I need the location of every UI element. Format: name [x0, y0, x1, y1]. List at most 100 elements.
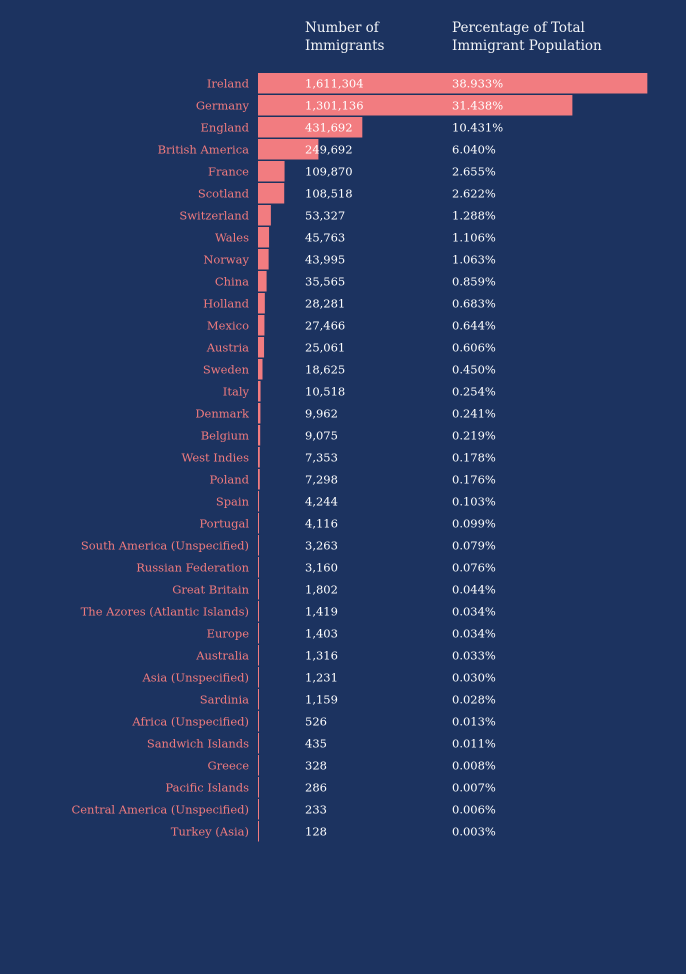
category-label: Europe	[207, 626, 250, 640]
percentage-label: 0.007%	[452, 780, 496, 794]
category-label: South America (Unspecified)	[81, 538, 249, 552]
percentage-label: 1.288%	[452, 208, 496, 222]
percentage-label: 0.008%	[452, 758, 496, 772]
bar-19	[258, 491, 260, 512]
category-label: British America	[158, 142, 250, 156]
bar-15	[258, 403, 261, 424]
count-label: 1,301,136	[305, 98, 364, 112]
bar-34	[258, 821, 259, 842]
bar-31	[258, 755, 259, 776]
bar-1	[258, 95, 573, 116]
category-label: Denmark	[195, 406, 250, 420]
count-label: 53,327	[305, 208, 345, 222]
percentage-label: 0.033%	[452, 648, 496, 662]
category-label: Spain	[216, 494, 250, 508]
percentage-label: 31.438%	[452, 98, 503, 112]
count-label: 1,419	[305, 604, 338, 618]
percentage-label: 0.099%	[452, 516, 496, 530]
count-label: 1,403	[305, 626, 338, 640]
count-column-header: Number of Immigrants	[305, 20, 385, 54]
bar-4	[258, 161, 285, 182]
percentage-label: 0.034%	[452, 626, 496, 640]
category-label: Portugal	[199, 516, 249, 530]
count-label: 108,518	[305, 186, 353, 200]
percentage-label: 0.003%	[452, 824, 496, 838]
bar-0	[258, 73, 648, 94]
percentage-label: 0.254%	[452, 384, 496, 398]
bar-9	[258, 271, 267, 292]
percentage-label: 0.011%	[452, 736, 496, 750]
bar-29	[258, 711, 259, 732]
percentage-label: 0.241%	[452, 406, 496, 420]
category-label: Russian Federation	[136, 560, 249, 574]
category-label: Austria	[206, 340, 249, 354]
count-label: 3,263	[305, 538, 338, 552]
percentage-label: 0.178%	[452, 450, 496, 464]
percentage-label: 0.683%	[452, 296, 496, 310]
category-label: Switzerland	[179, 208, 249, 222]
percentage-label: 0.030%	[452, 670, 496, 684]
percentage-label: 0.076%	[452, 560, 496, 574]
category-label: Great Britain	[172, 582, 249, 596]
category-label: Asia (Unspecified)	[142, 670, 250, 684]
percentage-label: 0.079%	[452, 538, 496, 552]
bar-21	[258, 535, 259, 556]
bar-8	[258, 249, 269, 270]
category-label: Greece	[207, 758, 249, 772]
category-label: Wales	[215, 230, 249, 244]
count-label: 4,116	[305, 516, 338, 530]
bar-30	[258, 733, 259, 754]
percentage-label: 0.176%	[452, 472, 496, 486]
category-label: Scotland	[198, 186, 250, 200]
count-label: 7,298	[305, 472, 338, 486]
category-label: England	[201, 120, 250, 134]
count-label: 1,159	[305, 692, 338, 706]
bar-11	[258, 315, 265, 336]
category-label: Poland	[210, 472, 250, 486]
bar-7	[258, 227, 270, 248]
category-label: Italy	[223, 384, 250, 398]
category-label: Australia	[195, 648, 249, 662]
count-label: 7,353	[305, 450, 338, 464]
category-label: Sweden	[203, 362, 250, 376]
percentage-label: 0.044%	[452, 582, 496, 596]
count-label: 109,870	[305, 164, 353, 178]
bar-10	[258, 293, 265, 314]
count-label: 328	[305, 758, 327, 772]
bar-32	[258, 777, 259, 798]
category-label: Norway	[203, 252, 249, 266]
category-label: The Azores (Atlantic Islands)	[81, 604, 249, 618]
category-label: Ireland	[207, 76, 250, 90]
bar-18	[258, 469, 260, 490]
category-label: China	[215, 274, 249, 288]
category-label: France	[208, 164, 249, 178]
percentage-label: 2.622%	[452, 186, 496, 200]
count-label: 526	[305, 714, 327, 728]
count-label: 431,692	[305, 120, 353, 134]
percentage-label: 0.034%	[452, 604, 496, 618]
count-label: 435	[305, 736, 327, 750]
percentage-label: 6.040%	[452, 142, 496, 156]
bar-28	[258, 689, 259, 710]
percentage-column-header: Percentage of Total Immigrant Population	[452, 20, 602, 54]
percentage-label: 0.606%	[452, 340, 496, 354]
count-label: 10,518	[305, 384, 345, 398]
count-label: 233	[305, 802, 327, 816]
count-label: 249,692	[305, 142, 353, 156]
percentage-label: 0.028%	[452, 692, 496, 706]
percentage-label: 0.450%	[452, 362, 496, 376]
bar-12	[258, 337, 265, 358]
count-label: 45,763	[305, 230, 345, 244]
category-label: Mexico	[207, 318, 249, 332]
count-label: 43,995	[305, 252, 345, 266]
percentage-label: 0.644%	[452, 318, 496, 332]
count-label: 1,316	[305, 648, 338, 662]
count-label: 128	[305, 824, 327, 838]
bar-6	[258, 205, 271, 226]
count-label: 35,565	[305, 274, 345, 288]
percentage-label: 0.103%	[452, 494, 496, 508]
count-label: 28,281	[305, 296, 345, 310]
bar-13	[258, 359, 263, 380]
percentage-label: 2.655%	[452, 164, 496, 178]
count-label: 1,802	[305, 582, 338, 596]
